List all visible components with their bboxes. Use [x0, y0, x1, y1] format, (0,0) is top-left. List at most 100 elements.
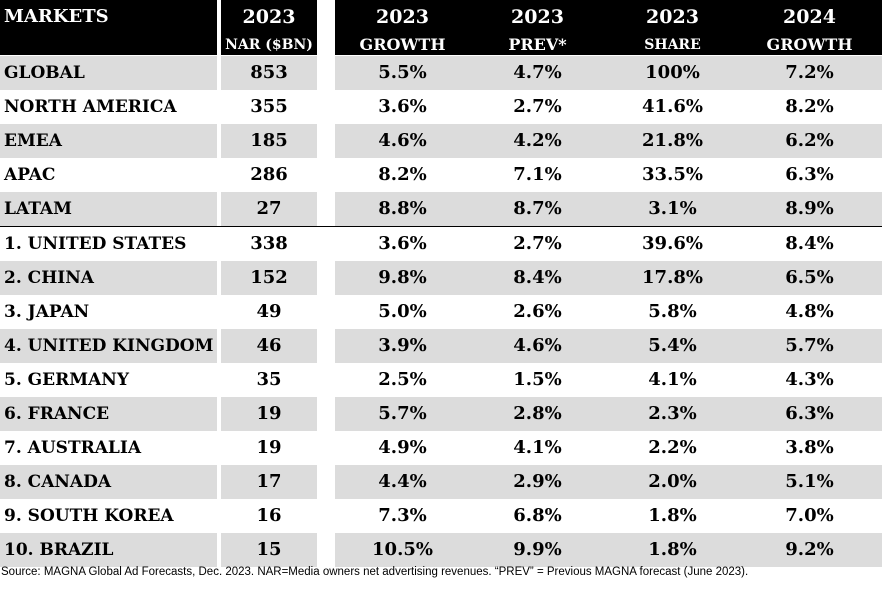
- nar-value: 286: [250, 164, 288, 185]
- growth-2023-value: 10.5%: [372, 539, 433, 560]
- growth-2024-value: 4.8%: [785, 301, 834, 322]
- row-band: [335, 397, 882, 431]
- region-country-divider: [0, 226, 882, 227]
- growth-2023-value: 4.9%: [378, 437, 427, 458]
- header-prev-label: PREV*: [508, 35, 567, 54]
- row-band: [335, 56, 882, 90]
- nar-value: 19: [256, 437, 282, 458]
- header-markets-label: MARKETS: [4, 6, 109, 27]
- market-name: 5. GERMANY: [4, 370, 129, 390]
- growth-2024-value: 8.2%: [785, 96, 834, 117]
- growth-2023-value: 9.8%: [378, 267, 427, 288]
- nar-value: 19: [256, 403, 282, 424]
- market-name: 10. BRAZIL: [4, 540, 114, 560]
- prev-value: 1.5%: [513, 369, 562, 390]
- nar-value: 338: [250, 233, 288, 254]
- header-g24-year: 2024: [783, 6, 836, 28]
- table-row: 6. FRANCE 19 5.7% 2.8% 2.3% 6.3%: [0, 397, 882, 431]
- table-row: 1. UNITED STATES 338 3.6% 2.7% 39.6% 8.4%: [0, 227, 882, 261]
- table-row: 2. CHINA 152 9.8% 8.4% 17.8% 6.5%: [0, 261, 882, 295]
- market-name: 7. AUSTRALIA: [4, 438, 142, 458]
- share-value: 41.6%: [642, 96, 703, 117]
- nar-value: 17: [256, 471, 282, 492]
- prev-value: 8.7%: [513, 198, 562, 219]
- market-name: 4. UNITED KINGDOM: [4, 336, 214, 356]
- table-row: APAC 286 8.2% 7.1% 33.5% 6.3%: [0, 158, 882, 192]
- row-band: [0, 533, 217, 567]
- prev-value: 4.2%: [513, 130, 562, 151]
- share-value: 2.0%: [648, 471, 697, 492]
- growth-2023-value: 8.8%: [378, 198, 427, 219]
- table-row: 10. BRAZIL 15 10.5% 9.9% 1.8% 9.2%: [0, 533, 882, 567]
- table-row: 5. GERMANY 35 2.5% 1.5% 4.1% 4.3%: [0, 363, 882, 397]
- row-band: [0, 261, 217, 295]
- row-band: [221, 261, 317, 295]
- growth-2024-value: 8.9%: [785, 198, 834, 219]
- nar-value: 152: [250, 267, 288, 288]
- table-row: GLOBAL 853 5.5% 4.7% 100% 7.2%: [0, 56, 882, 90]
- market-name: 2. CHINA: [4, 268, 94, 288]
- growth-2023-value: 3.6%: [378, 96, 427, 117]
- row-band: [335, 465, 882, 499]
- row-band: [221, 192, 317, 226]
- prev-value: 9.9%: [513, 539, 562, 560]
- header-nar: 2023 NAR ($BN): [221, 0, 317, 55]
- market-name: LATAM: [4, 199, 72, 219]
- market-name: 9. SOUTH KOREA: [4, 506, 174, 526]
- header-nar-year: 2023: [242, 6, 296, 28]
- header-nar-label: NAR ($BN): [225, 37, 313, 53]
- share-value: 39.6%: [642, 233, 703, 254]
- share-value: 1.8%: [648, 539, 697, 560]
- market-name: EMEA: [4, 131, 62, 151]
- nar-value: 15: [256, 539, 282, 560]
- growth-2023-value: 5.7%: [378, 403, 427, 424]
- table-row: 8. CANADA 17 4.4% 2.9% 2.0% 5.1%: [0, 465, 882, 499]
- row-band: [221, 465, 317, 499]
- growth-2024-value: 6.5%: [785, 267, 834, 288]
- nar-value: 16: [256, 505, 282, 526]
- growth-2024-value: 5.1%: [785, 471, 834, 492]
- market-name: 8. CANADA: [4, 472, 112, 492]
- growth-2024-value: 9.2%: [785, 539, 834, 560]
- table-row: 3. JAPAN 49 5.0% 2.6% 5.8% 4.8%: [0, 295, 882, 329]
- row-band: [0, 465, 217, 499]
- row-band: [221, 124, 317, 158]
- prev-value: 2.6%: [513, 301, 562, 322]
- share-value: 17.8%: [642, 267, 703, 288]
- nar-value: 49: [256, 301, 282, 322]
- market-name: 3. JAPAN: [4, 302, 90, 322]
- growth-2023-value: 8.2%: [378, 164, 427, 185]
- prev-value: 2.9%: [513, 471, 562, 492]
- growth-2024-value: 7.2%: [785, 62, 834, 83]
- growth-2023-value: 5.5%: [378, 62, 427, 83]
- market-name: APAC: [4, 165, 56, 185]
- growth-2024-value: 3.8%: [785, 437, 834, 458]
- row-band: [335, 261, 882, 295]
- share-value: 100%: [645, 62, 700, 83]
- row-band: [0, 397, 217, 431]
- row-band: [335, 533, 882, 567]
- row-band: [0, 124, 217, 158]
- header-share-label: SHARE: [644, 37, 701, 53]
- nar-value: 355: [250, 96, 288, 117]
- growth-2023-value: 3.9%: [378, 335, 427, 356]
- market-name: NORTH AMERICA: [4, 97, 177, 117]
- market-name: 1. UNITED STATES: [4, 234, 187, 254]
- market-name: 6. FRANCE: [4, 404, 110, 424]
- table-row: 7. AUSTRALIA 19 4.9% 4.1% 2.2% 3.8%: [0, 431, 882, 465]
- header-markets: MARKETS: [0, 0, 217, 55]
- table-row: NORTH AMERICA 355 3.6% 2.7% 41.6% 8.2%: [0, 90, 882, 124]
- growth-2024-value: 4.3%: [785, 369, 834, 390]
- share-value: 5.8%: [648, 301, 697, 322]
- nar-value: 185: [250, 130, 288, 151]
- row-band: [0, 192, 217, 226]
- table-row: 4. UNITED KINGDOM 46 3.9% 4.6% 5.4% 5.7%: [0, 329, 882, 363]
- share-value: 33.5%: [642, 164, 703, 185]
- header-growth-label: GROWTH: [359, 35, 446, 54]
- growth-2024-value: 5.7%: [785, 335, 834, 356]
- header-prev-year: 2023: [511, 6, 564, 28]
- growth-2024-value: 6.3%: [785, 164, 834, 185]
- row-band: [0, 56, 217, 90]
- share-value: 5.4%: [648, 335, 697, 356]
- table-row: 9. SOUTH KOREA 16 7.3% 6.8% 1.8% 7.0%: [0, 499, 882, 533]
